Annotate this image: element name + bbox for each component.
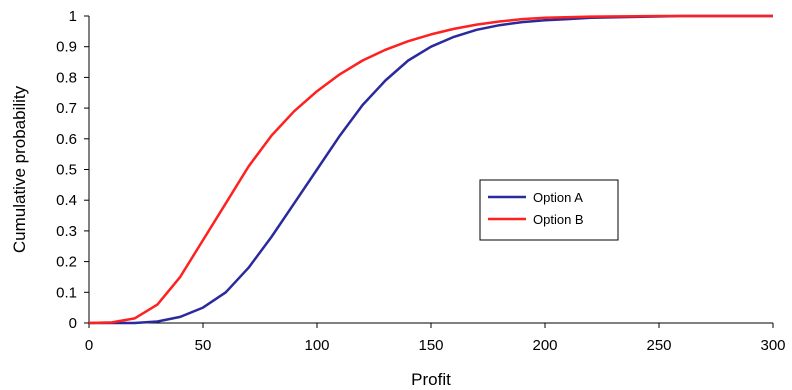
x-axis-title: Profit — [411, 370, 451, 389]
legend-box — [479, 179, 619, 241]
legend: Option A Option B — [479, 179, 619, 241]
x-tick-label: 100 — [304, 337, 329, 354]
y-axis-title: Cumulative probability — [10, 85, 29, 253]
y-tick-label: 0.1 — [56, 284, 77, 301]
legend-label-option-b: Option B — [533, 212, 584, 227]
x-tick-label: 0 — [85, 337, 93, 354]
x-tick-label: 250 — [646, 337, 671, 354]
y-tick-label: 0.3 — [56, 223, 77, 240]
y-tick-label: 0.8 — [56, 69, 77, 86]
y-tick-label: 0.2 — [56, 254, 77, 271]
x-tick-label: 50 — [195, 337, 212, 354]
y-tick-label: 0.4 — [56, 192, 77, 209]
y-tick-label: 0.9 — [56, 39, 77, 56]
y-tick-label: 0 — [69, 315, 77, 332]
y-tick-label: 0.5 — [56, 162, 77, 179]
x-tick-label: 200 — [532, 337, 557, 354]
axes: 0 0.1 0.2 0.3 0.4 0.5 0.6 0.7 0.8 0.9 1 0 50 100 150 20… — [56, 8, 785, 354]
y-tick-label: 0.7 — [56, 100, 77, 117]
series-line-option-b — [88, 14, 773, 325]
y-tick-label: 0.6 — [56, 131, 77, 148]
x-tick-label: 150 — [418, 337, 443, 354]
x-tick-label: 300 — [760, 337, 785, 354]
series-layer — [88, 14, 773, 325]
series-line-option-a — [89, 14, 773, 325]
y-tick-label: 1 — [69, 8, 77, 25]
legend-label-option-a: Option A — [533, 190, 583, 205]
